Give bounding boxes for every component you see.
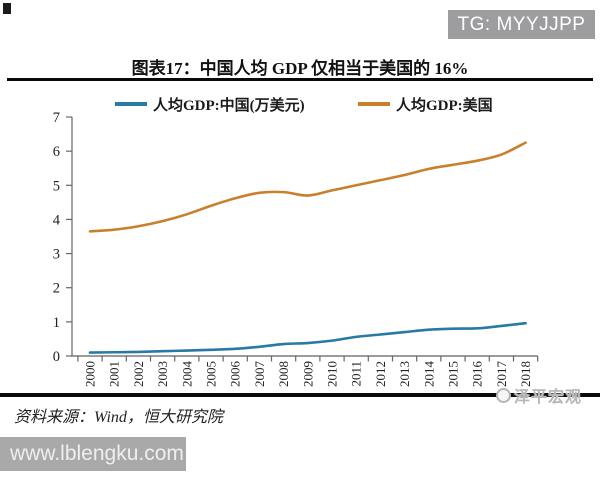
svg-text:2007: 2007 bbox=[252, 361, 267, 388]
svg-text:2012: 2012 bbox=[373, 361, 388, 387]
top-divider bbox=[7, 78, 593, 81]
svg-text:0: 0 bbox=[53, 349, 60, 365]
legend-label-usa: 人均GDP:美国 bbox=[396, 97, 493, 114]
svg-text:2017: 2017 bbox=[494, 361, 509, 388]
legend-label-china: 人均GDP:中国(万美元) bbox=[153, 97, 305, 114]
legend-item-usa: 人均GDP:美国 bbox=[358, 94, 493, 114]
svg-text:2009: 2009 bbox=[300, 361, 315, 387]
svg-text:2004: 2004 bbox=[179, 361, 194, 388]
source-note: 资料来源：Wind，恒大研究院 bbox=[14, 409, 223, 426]
chart-legend: 人均GDP:中国(万美元) 人均GDP:美国 bbox=[0, 94, 600, 114]
svg-text:3: 3 bbox=[53, 247, 60, 263]
svg-text:2: 2 bbox=[53, 281, 60, 297]
svg-text:7: 7 bbox=[53, 110, 60, 126]
svg-text:2013: 2013 bbox=[397, 361, 412, 387]
svg-text:2003: 2003 bbox=[155, 361, 170, 387]
svg-text:2018: 2018 bbox=[518, 361, 533, 387]
svg-text:2015: 2015 bbox=[446, 361, 461, 387]
svg-text:1: 1 bbox=[53, 315, 60, 331]
svg-text:2002: 2002 bbox=[131, 361, 146, 387]
legend-item-china: 人均GDP:中国(万美元) bbox=[115, 94, 305, 114]
china-line-swatch bbox=[115, 102, 147, 106]
usa-line-swatch bbox=[358, 102, 390, 106]
chart-title: 图表17：中国人均 GDP 仅相当于美国的 16% bbox=[131, 59, 469, 78]
svg-text:2006: 2006 bbox=[228, 361, 243, 388]
svg-text:2008: 2008 bbox=[276, 361, 291, 387]
svg-text:2014: 2014 bbox=[421, 361, 436, 388]
brand-watermark: 泽平宏观 bbox=[496, 385, 583, 406]
telegram-badge: TG: MYYJJPP bbox=[448, 10, 595, 39]
site-watermark: www.lblengku.com bbox=[0, 437, 186, 471]
svg-text:2016: 2016 bbox=[470, 361, 485, 388]
svg-text:5: 5 bbox=[53, 178, 60, 194]
svg-text:2005: 2005 bbox=[204, 361, 219, 387]
corner-artifact-mark bbox=[3, 3, 11, 14]
svg-text:4: 4 bbox=[53, 212, 61, 228]
bottom-divider bbox=[0, 393, 600, 397]
brand-logo-icon bbox=[496, 387, 511, 403]
svg-text:6: 6 bbox=[53, 144, 60, 160]
svg-text:2001: 2001 bbox=[107, 361, 122, 387]
svg-text:2011: 2011 bbox=[349, 361, 364, 387]
brand-watermark-label: 泽平宏观 bbox=[514, 389, 583, 406]
svg-text:2000: 2000 bbox=[83, 361, 98, 387]
svg-text:2010: 2010 bbox=[325, 361, 340, 387]
